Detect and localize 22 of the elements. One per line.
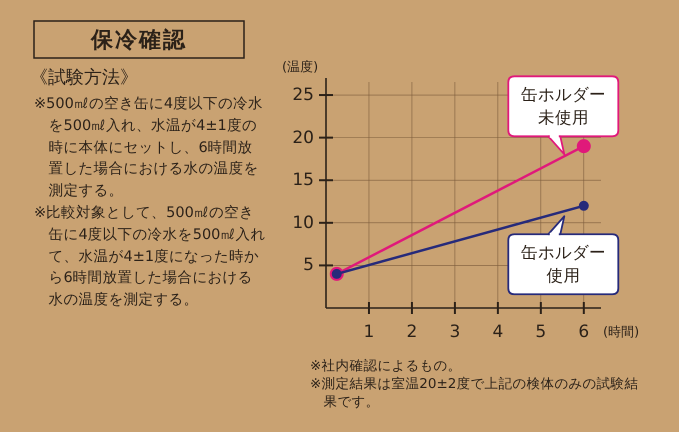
text: ※比較対象として、500㎖の空き缶に4度以下の冷水を500㎖入れて、水温が4±1度になった時から6時間放置した場合における水の温度を測定する。 [34, 204, 266, 310]
y-tick-label: 5 [302, 254, 314, 276]
x-tick-label: 1 [362, 322, 376, 342]
x-tick-label: 6 [577, 322, 590, 342]
x-axis-title: (時間) [603, 325, 640, 341]
y-tick-label: 15 [291, 169, 314, 192]
x-tick-label: 5 [534, 322, 548, 342]
y-axis-title: (温度) [282, 60, 318, 76]
text: ※社内確認によるもの。 [310, 357, 462, 375]
series-label: 缶ホルダー未使用 [520, 84, 607, 130]
point [578, 200, 589, 211]
x-tick-label: 3 [448, 322, 462, 342]
point [576, 139, 591, 154]
text: ※測定結果は室温20±2度で上記の検体のみの試験結果です。 [310, 375, 640, 411]
y-tick-label: 25 [291, 84, 314, 106]
legend-label: 缶ホルダー使用 [520, 242, 607, 288]
x-tick-label: 4 [491, 322, 504, 342]
y-tick-label: 10 [291, 212, 314, 234]
text: ※500㎖の空き缶に4度以下の冷水を500㎖入れ、水温が4±1度の時に本体にセットし、6時間放置した場合における水の温度を測定する。 [34, 94, 264, 202]
text: 《試験方法》 [30, 66, 138, 90]
x-tick-label: 2 [406, 322, 418, 342]
y-tick-label: 20 [291, 126, 314, 149]
